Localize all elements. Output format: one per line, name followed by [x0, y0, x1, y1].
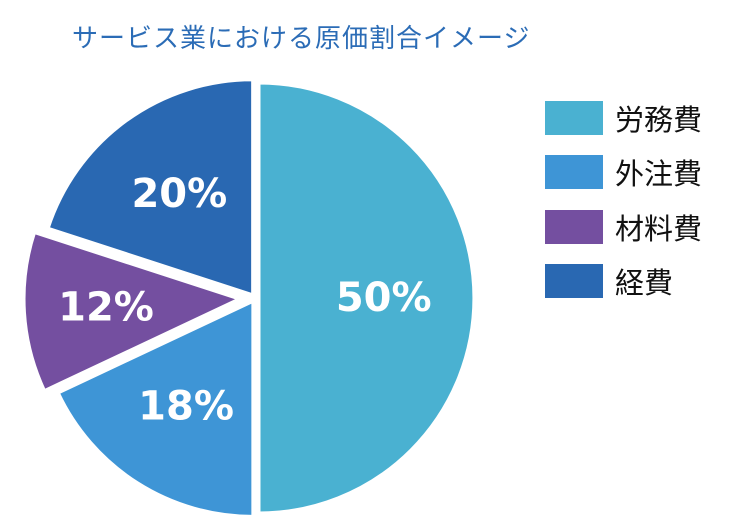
legend-label: 経費: [615, 266, 674, 300]
legend-swatch: [545, 264, 603, 298]
legend-item: 経費: [545, 264, 702, 300]
pie-slice-2: [56, 299, 255, 518]
slice-label-2: 18%: [138, 384, 234, 430]
legend-swatch: [545, 209, 603, 244]
legend-item: 外注費: [545, 155, 702, 191]
legend-swatch: [545, 100, 603, 135]
legend: 労務費外注費材料費経費: [545, 100, 702, 318]
legend-label: 材料費: [615, 211, 703, 246]
legend-item: 労務費: [545, 100, 702, 137]
slice-label-4: 20%: [131, 171, 227, 217]
chart-title: サービス業における原価割合イメージ: [72, 24, 531, 54]
legend-label: 外注費: [615, 157, 703, 191]
legend-item: 材料費: [545, 209, 702, 246]
pie-slice-1: [257, 81, 476, 515]
slice-label-3: 12%: [58, 284, 154, 330]
pie-slice-3: [22, 230, 244, 393]
legend-label: 労務費: [615, 102, 703, 137]
slice-label-1: 50%: [336, 275, 432, 321]
pie-slice-4: [46, 78, 255, 297]
legend-swatch: [545, 155, 603, 189]
